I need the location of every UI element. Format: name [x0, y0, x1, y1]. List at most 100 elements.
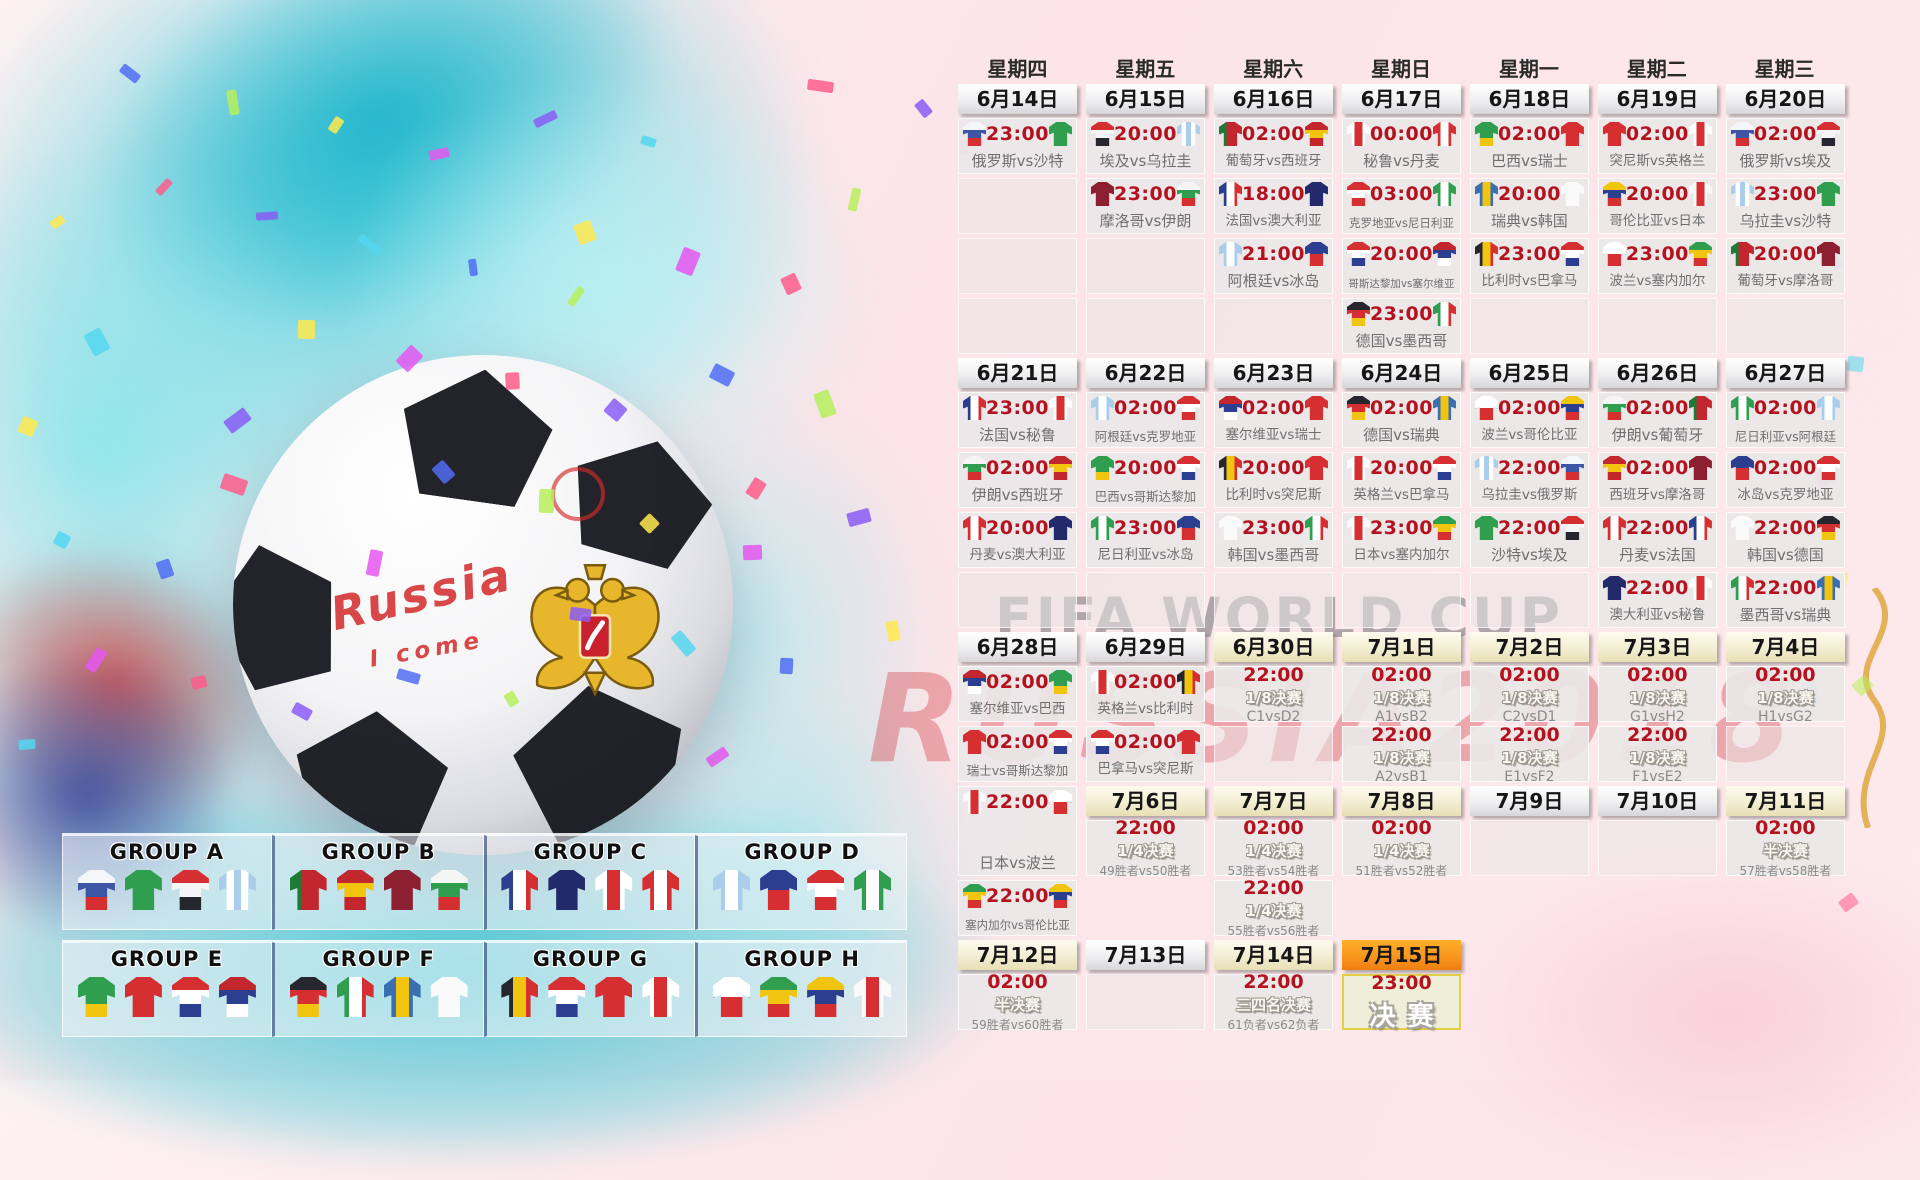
match-cell: 20:00 比利时vs突尼斯 [1213, 452, 1333, 508]
match-time: 22:00 [1115, 817, 1176, 839]
match-time: 02:00 [1371, 817, 1432, 839]
weekday-label: 星期三 [1754, 57, 1815, 81]
match-time: 22:00 [1625, 517, 1689, 539]
date-header: 6月15日 [1085, 84, 1205, 114]
weekday-label: 星期六 [1243, 57, 1304, 81]
jersey-icon [1474, 396, 1498, 420]
jersey-icon [1346, 242, 1370, 266]
match-cell: 00:00 秘鲁vs丹麦 [1341, 118, 1461, 174]
match-cell: 20:00 丹麦vs澳大利亚 [958, 512, 1077, 568]
match-cell: 20:00 巴西vs哥斯达黎加 [1085, 452, 1205, 508]
weekday-label: 星期一 [1498, 57, 1559, 81]
match-time: 20:00 [986, 517, 1049, 539]
match-time: 22:00 [1753, 577, 1817, 599]
knockout-cell: 02:00 半决赛 59胜者vs60胜者 [958, 971, 1077, 1032]
group-box-e: GROUP E [62, 942, 272, 1037]
jersey-icon [1090, 670, 1114, 694]
empty-cell [958, 572, 1077, 628]
jersey-icon [1218, 122, 1242, 146]
jersey-icon [1090, 516, 1114, 540]
match-teams: 比利时vs突尼斯 [1225, 487, 1322, 504]
jersey-icon [963, 516, 986, 540]
match-time: 02:00 [986, 457, 1049, 479]
jersey-icon [1432, 242, 1456, 266]
jersey-icon [1474, 182, 1498, 206]
match-cell: 02:00 西班牙vs摩洛哥 [1597, 452, 1717, 508]
jersey-icon [1218, 182, 1242, 206]
match-row: 18:00 [1218, 182, 1328, 206]
weekday-label: 星期五 [1115, 57, 1176, 81]
jersey-icon [1218, 516, 1242, 540]
match-teams: 埃及vs乌拉圭 [1099, 151, 1192, 170]
empty-cell [1213, 726, 1333, 782]
group-row: GROUP E GROUP F GROUP G GROUP H [62, 940, 907, 1037]
group-row: GROUP A GROUP B GROUP C GROUP D [62, 833, 907, 930]
match-teams: 德国vs墨西哥 [1355, 331, 1448, 350]
date-header: 6月27日 [1725, 358, 1845, 388]
match-row: 02:00 [1602, 396, 1712, 420]
match-teams: 53胜者vs54胜者 [1227, 864, 1320, 878]
match-teams: 乌拉圭vs俄罗斯 [1481, 487, 1578, 504]
jersey-icon [642, 870, 680, 910]
match-teams: 克罗地亚vs尼日利亚 [1349, 215, 1454, 230]
soccer-ball-art: Russia I come [233, 355, 733, 855]
stage-label: 1/4决赛 [1117, 842, 1174, 860]
jersey-icon [218, 977, 256, 1017]
jersey-icon [1816, 122, 1840, 146]
empty-cell [1085, 572, 1205, 628]
match-teams: 葡萄牙vs西班牙 [1225, 153, 1322, 170]
match-row: 23:00 [1090, 516, 1200, 540]
match-row: 02:00 [1474, 122, 1584, 146]
match-time: 22:00 [1627, 723, 1688, 746]
match-row: 23:00 [1346, 302, 1456, 326]
match-teams: 49胜者vs50胜者 [1099, 864, 1192, 878]
date-header: 6月16日 [1213, 84, 1333, 114]
match-row: 20:00 [1090, 122, 1200, 146]
jersey-icon [1304, 182, 1328, 206]
stage-label: 1/8决赛 [1373, 748, 1430, 767]
date-header: 6月25日 [1469, 358, 1589, 388]
jersey-icon [1218, 396, 1242, 420]
match-cell: 22:00 沙特vs埃及 [1469, 512, 1589, 568]
jersey-icon [1304, 122, 1328, 146]
jersey-icon [1688, 242, 1712, 266]
match-teams: 尼日利亚vs冰岛 [1097, 547, 1194, 564]
match-row: 02:00 [1218, 396, 1328, 420]
group-box-a: GROUP A [62, 835, 272, 930]
jersey-icon [1730, 576, 1754, 600]
jersey-icon [1688, 396, 1712, 420]
match-cell: 20:00 英格兰vs巴拿马 [1341, 452, 1461, 508]
match-teams: 丹麦vs法国 [1619, 545, 1696, 564]
match-cell: 02:00 突尼斯vs英格兰 [1597, 118, 1717, 174]
date-header: 7月2日 [1469, 632, 1589, 662]
match-row: 20:00 [1346, 242, 1456, 266]
group-title: GROUP B [321, 840, 436, 864]
jersey-icon [548, 977, 586, 1017]
match-row: 22:00 [1730, 576, 1840, 600]
jersey-icon [1176, 730, 1200, 754]
match-time: 22:00 [986, 885, 1049, 907]
final-cell: 23:00 决赛 [1341, 972, 1461, 1032]
match-row: 20:00 [1730, 242, 1840, 266]
date-header: 7月11日 [1725, 786, 1845, 816]
match-cell: 21:00 阿根廷vs冰岛 [1213, 238, 1333, 294]
knockout-cell: 22:00 1/4决赛 49胜者vs50胜者 [1085, 817, 1205, 878]
stage-label: 1/8决赛 [1245, 688, 1302, 707]
match-teams: 波兰vs塞内加尔 [1609, 273, 1706, 290]
jersey-icon [1176, 122, 1200, 146]
date-header: 6月19日 [1597, 84, 1717, 114]
jersey-icon [383, 977, 421, 1017]
match-time: 20:00 [1113, 123, 1177, 145]
jersey-icon [1560, 396, 1584, 420]
match-teams: 德国vs瑞典 [1363, 425, 1440, 444]
match-time: 03:00 [1369, 183, 1433, 205]
jersey-icon [1090, 122, 1114, 146]
match-teams: 瑞士vs哥斯达黎加 [966, 762, 1069, 778]
match-time: 02:00 [986, 731, 1049, 753]
match-time: 22:00 [986, 791, 1049, 813]
empty-cell [1469, 820, 1589, 876]
weekday-label: 星期日 [1370, 57, 1431, 81]
match-time: 02:00 [1113, 671, 1177, 693]
jersey-icon [963, 790, 986, 814]
match-teams: 51胜者vs52胜者 [1355, 864, 1448, 878]
